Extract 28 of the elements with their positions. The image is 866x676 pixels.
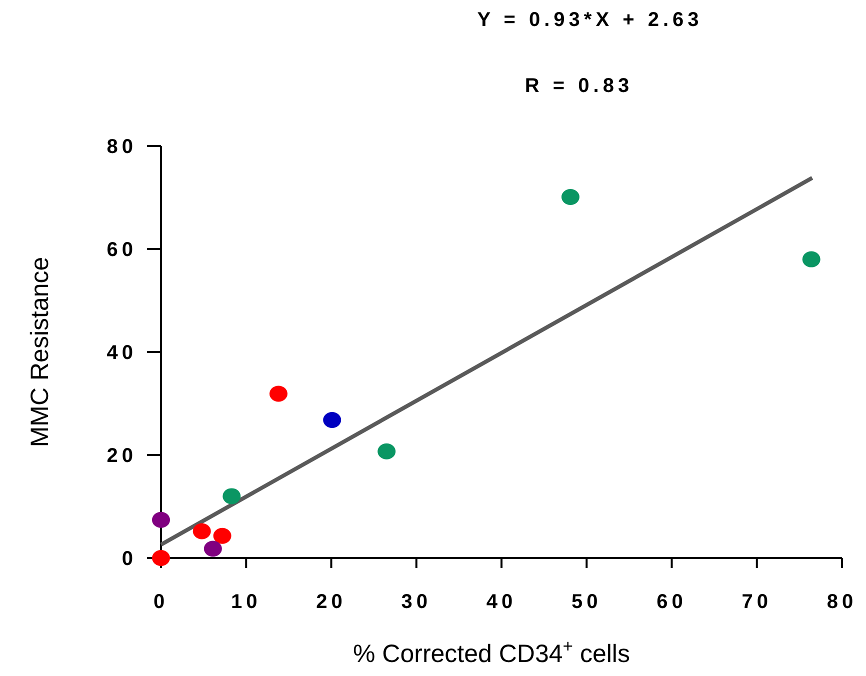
- x-tick-label: 40: [486, 591, 517, 613]
- x-tick-label: 70: [742, 591, 772, 613]
- point: [222, 488, 241, 504]
- y-tick-label: 20: [106, 445, 137, 467]
- x-tick-label: 20: [316, 591, 346, 613]
- point: [323, 412, 342, 428]
- y-tick-label: 60: [106, 239, 137, 261]
- point: [269, 386, 288, 402]
- point: [213, 528, 232, 544]
- x-tick-label: 80: [826, 591, 858, 613]
- x-axis-title: % Corrected CD34$^{+}$ cells: [352, 636, 630, 668]
- y-tick-label: 40: [106, 342, 137, 364]
- chart-title: Y = 0.93*X + 2.63: [477, 9, 703, 31]
- point: [802, 251, 820, 268]
- point: [204, 540, 222, 557]
- x-tick-label: 60: [656, 591, 687, 613]
- point: [561, 188, 580, 205]
- y-axis-title: MMC Resistance: [26, 256, 54, 448]
- point: [378, 443, 396, 460]
- y-tick-label: 0: [122, 548, 137, 570]
- point: [152, 512, 170, 528]
- x-tick-label: 30: [401, 591, 432, 613]
- x-tick-label: 50: [572, 591, 602, 613]
- x-tick-label: 0: [153, 591, 169, 613]
- point: [192, 523, 211, 540]
- x-tick-label: 10: [231, 591, 262, 613]
- y-tick-label: 80: [106, 136, 137, 158]
- chart-subtitle: R = 0.83: [524, 75, 634, 97]
